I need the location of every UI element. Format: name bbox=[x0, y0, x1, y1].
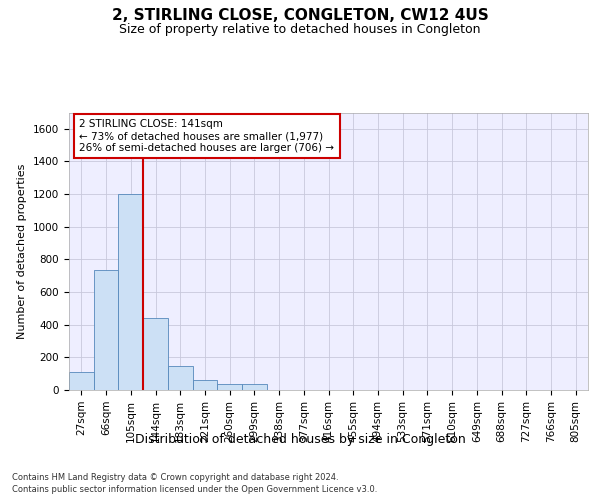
Bar bbox=[143, 318, 168, 390]
Bar bbox=[69, 372, 94, 390]
Text: 2, STIRLING CLOSE, CONGLETON, CW12 4US: 2, STIRLING CLOSE, CONGLETON, CW12 4US bbox=[112, 8, 488, 22]
Bar bbox=[242, 384, 267, 390]
Bar bbox=[118, 194, 143, 390]
Text: Contains HM Land Registry data © Crown copyright and database right 2024.: Contains HM Land Registry data © Crown c… bbox=[12, 472, 338, 482]
Y-axis label: Number of detached properties: Number of detached properties bbox=[17, 164, 28, 339]
Text: 2 STIRLING CLOSE: 141sqm
← 73% of detached houses are smaller (1,977)
26% of sem: 2 STIRLING CLOSE: 141sqm ← 73% of detach… bbox=[79, 120, 334, 152]
Text: Distribution of detached houses by size in Congleton: Distribution of detached houses by size … bbox=[134, 432, 466, 446]
Text: Contains public sector information licensed under the Open Government Licence v3: Contains public sector information licen… bbox=[12, 485, 377, 494]
Text: Size of property relative to detached houses in Congleton: Size of property relative to detached ho… bbox=[119, 22, 481, 36]
Bar bbox=[94, 270, 118, 390]
Bar bbox=[168, 366, 193, 390]
Bar bbox=[193, 380, 217, 390]
Bar bbox=[217, 384, 242, 390]
